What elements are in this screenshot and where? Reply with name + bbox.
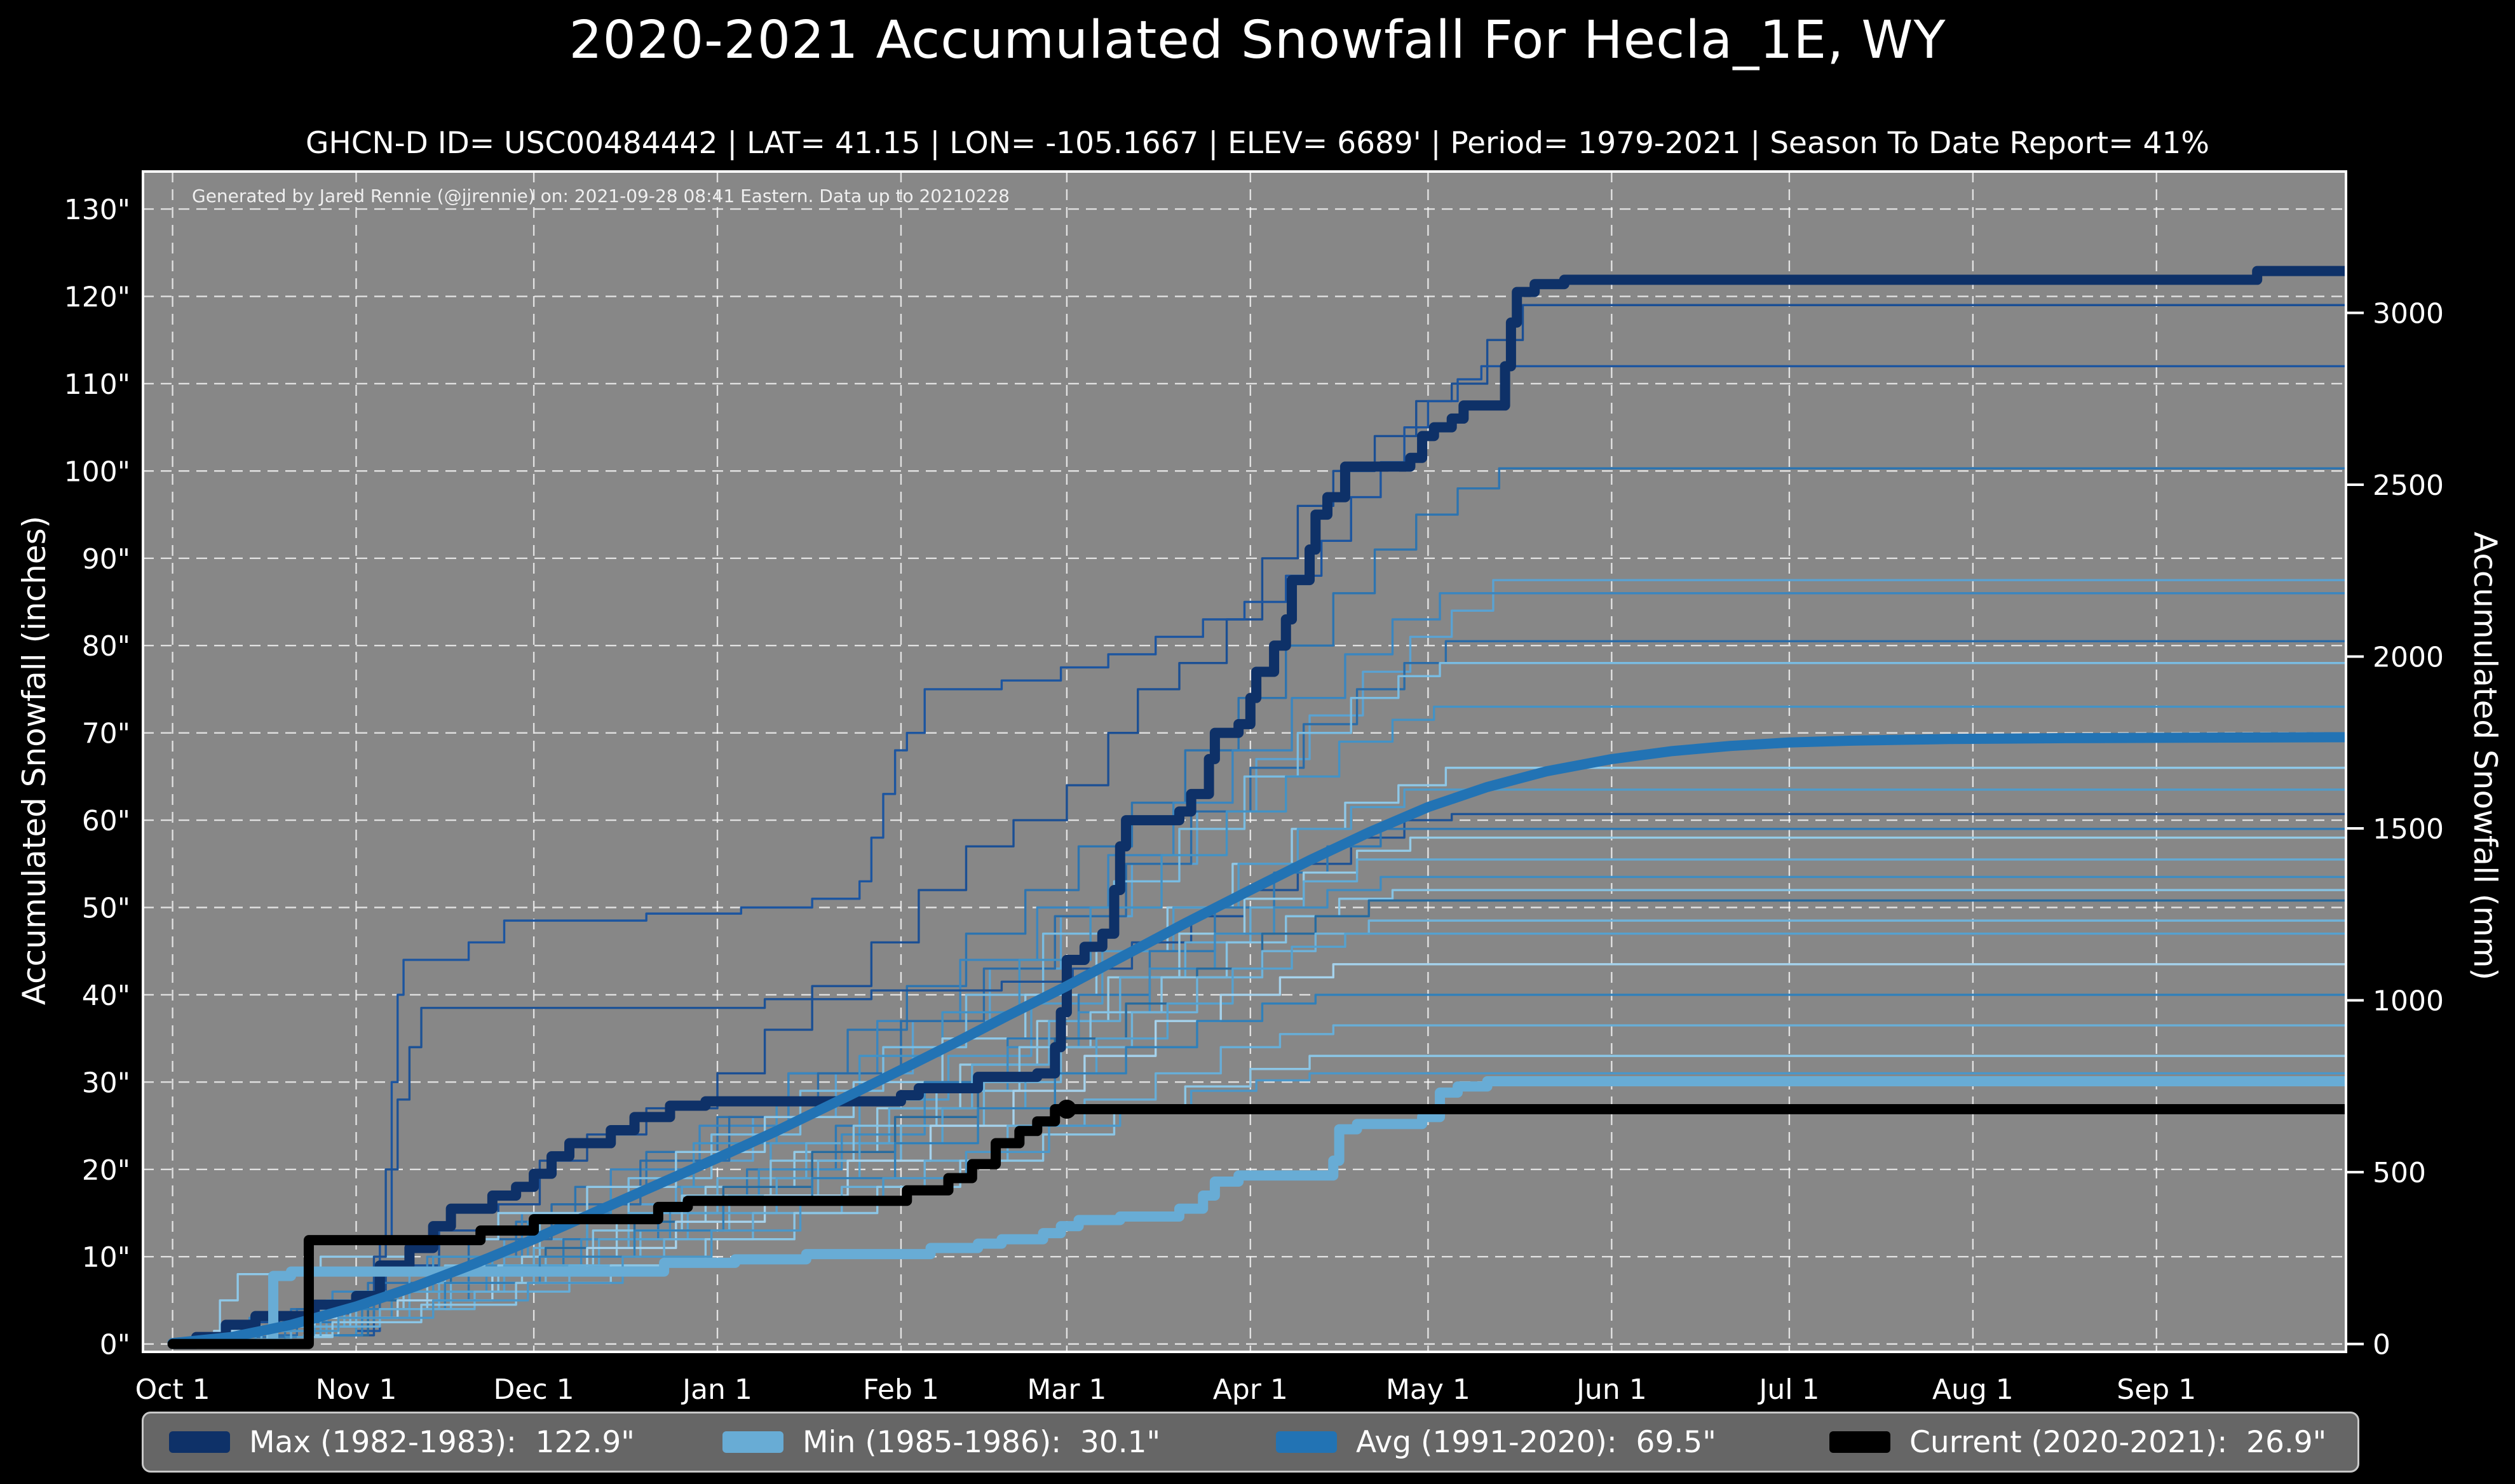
y-tick-label-inches: 70" [82,718,130,750]
series-current-end-marker [1057,1099,1076,1119]
season-line-22 [308,1055,2346,1339]
x-tick-label: Oct 1 [135,1373,210,1406]
legend-item-max: Max (1982-1983): 122.9" [144,1425,697,1460]
y-tick-label-inches: 50" [82,893,130,925]
x-tick-label: Jul 1 [1757,1373,1819,1406]
x-tick-label: Jan 1 [681,1373,752,1406]
season-line-20 [332,994,2346,1337]
legend-label-max: Max (1982-1983): 122.9" [249,1424,635,1460]
legend-item-avg: Avg (1991-2020): 69.5" [1251,1425,1804,1460]
avg-line-swatch [1276,1431,1337,1453]
y-tick-label-inches: 20" [82,1154,130,1187]
legend-label-avg: Avg (1991-2020): 69.5" [1356,1424,1716,1460]
y-tick-label-inches: 100" [64,455,130,488]
legend-item-current: Current (2020-2021): 26.9" [1804,1425,2357,1460]
x-tick-label: Aug 1 [1932,1373,2014,1406]
series-avg-line [167,732,2346,1349]
legend: Max (1982-1983): 122.9" Min (1985-1986):… [142,1412,2359,1473]
y-tick-label-inches: 30" [82,1067,130,1099]
y-tick-label-mm: 2000 [2373,642,2444,674]
y-tick-label-inches: 0" [100,1329,130,1361]
y-tick-label-mm: 0 [2373,1329,2390,1361]
x-tick-label: Mar 1 [1027,1373,1106,1406]
series-max-line [167,266,2346,1349]
y-axis-label-mm: Accumulated Snowfall (mm) [2467,531,2504,981]
y-tick-label-inches: 10" [82,1241,130,1274]
attribution-note: Generated by Jared Rennie (@jjrennie) on… [192,186,1010,206]
y-tick-label-inches: 60" [82,805,130,837]
y-tick-label-mm: 1500 [2373,813,2444,846]
legend-item-min: Min (1985-1986): 30.1" [697,1425,1251,1460]
x-tick-label: May 1 [1386,1373,1470,1406]
y-tick-label-inches: 130" [64,194,130,226]
x-tick-label: Dec 1 [494,1373,574,1406]
y-tick-label-inches: 110" [64,368,130,401]
max-line-swatch [169,1431,230,1453]
plot-background [143,172,2346,1352]
y-tick-label-mm: 1000 [2373,985,2444,1018]
y-tick-label-mm: 3000 [2373,297,2444,330]
season-line-19 [202,963,2346,1341]
series-min-line [167,1076,2346,1349]
x-tick-label: Nov 1 [316,1373,397,1406]
y-tick-label-mm: 2500 [2373,469,2444,502]
chart-subtitle: GHCN-D ID= USC00484442 | LAT= 41.15 | LO… [305,126,2210,161]
season-line-6 [243,662,2346,1341]
x-tick-label: Apr 1 [1213,1373,1288,1406]
y-tick-label-mm: 500 [2373,1157,2426,1189]
legend-label-current: Current (2020-2021): 26.9" [1909,1424,2327,1460]
y-tick-label-inches: 80" [82,630,130,663]
x-tick-label: Sep 1 [2117,1373,2196,1406]
min-line-swatch [722,1431,783,1453]
series-current-line [167,1103,2346,1349]
x-tick-label: Feb 1 [863,1373,939,1406]
plot-spines [142,170,2347,1353]
y-tick-label-inches: 40" [82,980,130,1012]
y-tick-label-inches: 90" [82,543,130,576]
current-line-swatch [1829,1431,1890,1453]
chart-title: 2020-2021 Accumulated Snowfall For Hecla… [569,10,1946,71]
y-tick-label-inches: 120" [64,281,130,314]
y-axis-label-inches: Accumulated Snowfall (inches) [16,515,53,1006]
x-tick-label: Jun 1 [1575,1373,1647,1406]
legend-label-min: Min (1985-1986): 30.1" [803,1424,1161,1460]
season-line-4 [226,592,2346,1339]
